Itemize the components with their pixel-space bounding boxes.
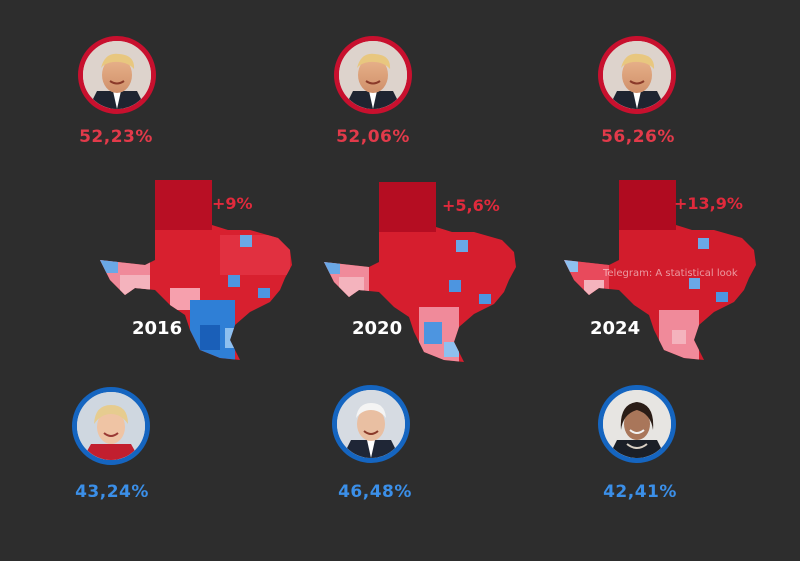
margin-shift-label: +5,6% (442, 196, 500, 215)
candidate-portrait-icon (603, 390, 671, 458)
texas-county-map (564, 180, 756, 360)
democrat-percentage: 43,24% (75, 482, 149, 502)
election-year: 2016 (132, 318, 183, 339)
margin-shift-label: +9% (212, 194, 253, 213)
republican-candidate-avatar (334, 36, 412, 114)
election-year: 2024 (590, 318, 641, 339)
republican-candidate-avatar (598, 36, 676, 114)
election-2016: 52,23% +9% 2016 43,24% (0, 0, 292, 561)
candidate-portrait-icon (339, 41, 407, 109)
candidate-portrait-icon (337, 390, 405, 458)
democrat-candidate-avatar (332, 385, 410, 463)
republican-percentage: 52,06% (336, 127, 410, 147)
texas-county-map (100, 180, 292, 360)
republican-percentage: 56,26% (601, 127, 675, 147)
republican-percentage: 52,23% (79, 127, 153, 147)
election-2020: 52,06% +5,6% 2020 46,48% (266, 0, 532, 561)
republican-candidate-avatar (78, 36, 156, 114)
candidate-portrait-icon (83, 41, 151, 109)
watermark: Telegram: A statistical look (603, 268, 738, 279)
margin-shift-label: +13,9% (674, 194, 743, 213)
candidate-portrait-icon (603, 41, 671, 109)
democrat-candidate-avatar (72, 387, 150, 465)
candidate-portrait-icon (77, 392, 145, 460)
democrat-percentage: 46,48% (338, 482, 412, 502)
texas-county-map (324, 182, 516, 362)
election-2024: 56,26% +13,9% 2024 42,41% (532, 0, 798, 561)
democrat-percentage: 42,41% (603, 482, 677, 502)
democrat-candidate-avatar (598, 385, 676, 463)
election-year: 2020 (352, 318, 403, 339)
